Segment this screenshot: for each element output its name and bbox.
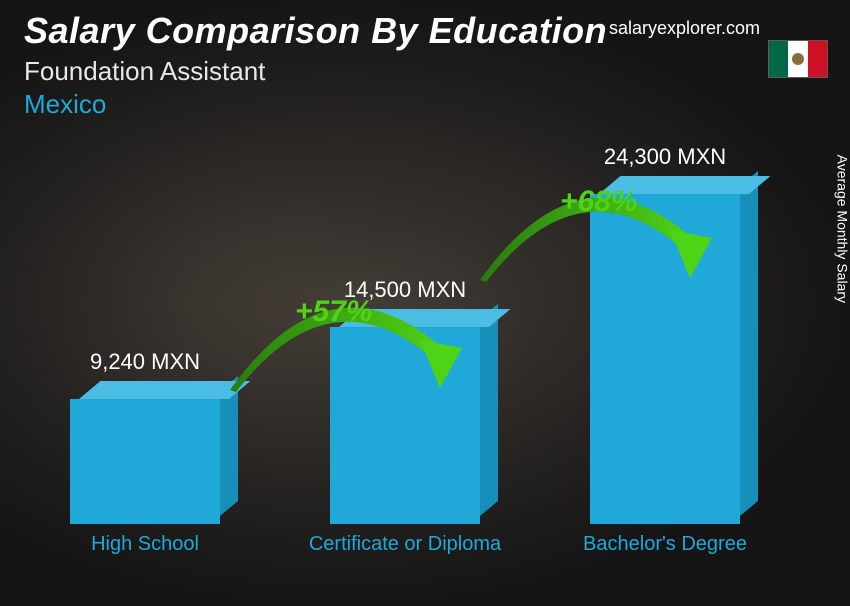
bar-category-label: Bachelor's Degree <box>565 532 765 556</box>
increase-arrow-icon <box>460 160 720 300</box>
bar-group: 9,240 MXNHigh School <box>70 399 220 524</box>
flag-stripe-center <box>788 41 807 77</box>
bar-category-label: Certificate or Diploma <box>305 532 505 556</box>
chart-subtitle: Foundation Assistant <box>24 56 826 87</box>
increase-arrow-icon <box>210 270 470 410</box>
bar <box>70 399 220 524</box>
flag-emblem-icon <box>792 53 804 65</box>
chart-country: Mexico <box>24 89 826 120</box>
y-axis-label: Average Monthly Salary <box>834 155 850 303</box>
bar-side <box>740 171 758 516</box>
bar-category-label: High School <box>45 532 245 556</box>
increase-pct-label: +68% <box>560 185 638 219</box>
watermark: salaryexplorer.com <box>609 18 760 39</box>
flag-stripe-right <box>808 41 827 77</box>
increase-pct-label: +57% <box>295 295 373 329</box>
bar-front <box>70 399 220 524</box>
mexico-flag-icon <box>768 40 828 78</box>
flag-stripe-left <box>769 41 788 77</box>
bar-side <box>480 304 498 516</box>
bar-chart: 9,240 MXNHigh School14,500 MXNCertificat… <box>60 140 790 578</box>
